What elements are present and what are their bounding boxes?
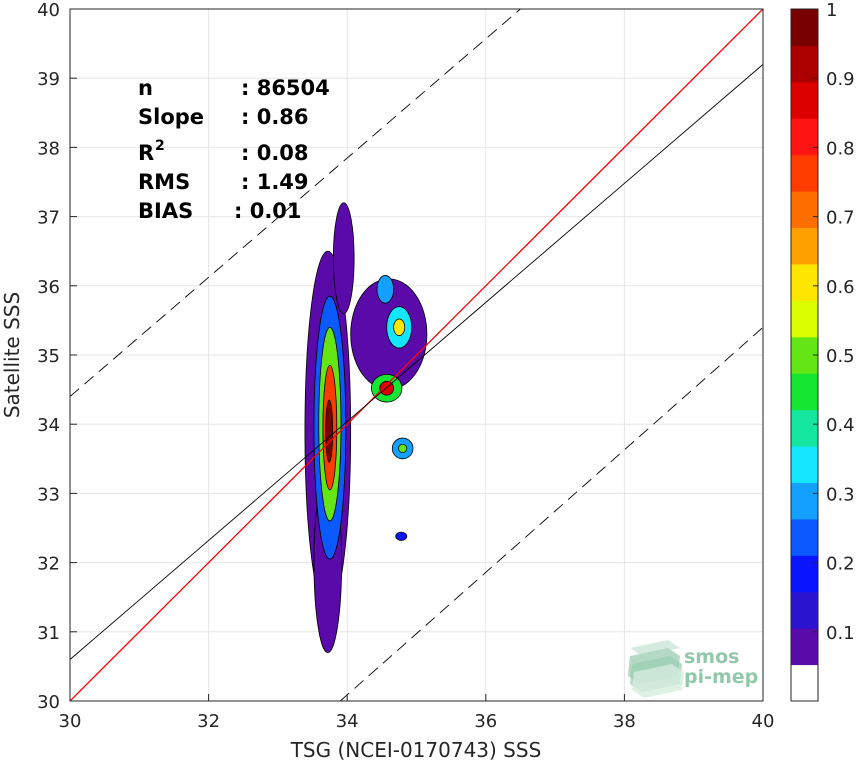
colorbar-tick-label: 0.3: [826, 484, 855, 505]
colorbar-tick-label: 0.5: [826, 346, 855, 367]
y-tick-label: 33: [37, 484, 60, 505]
colorbar-tick-label: 0.8: [826, 138, 855, 159]
y-tick-label: 40: [37, 0, 60, 21]
colorbar-tick-label: 1: [826, 0, 837, 21]
colorbar-segment: [791, 628, 818, 666]
stats-box: n : 86504 Slope : 0.86 R 2 : 0.08 RMS : 1.49 BIAS…: [138, 76, 330, 223]
x-axis-label: TSG (NCEI-0170743) SSS: [290, 738, 542, 762]
y-tick-label: 37: [37, 208, 60, 229]
stat-label: Slope: [138, 105, 204, 129]
colorbar-segment: [791, 45, 818, 83]
colorbar-tick-label: 0.1: [826, 623, 855, 644]
x-tick-label: 34: [336, 711, 359, 732]
density-contour: [393, 318, 406, 337]
colorbar-segment: [791, 81, 818, 119]
logo-line2: pi-mep: [684, 666, 758, 688]
colorbar-segment: [791, 409, 818, 447]
smos-pi-mep-logo: smos pi-mep: [628, 640, 758, 698]
x-tick-label: 40: [752, 711, 775, 732]
reference-lines: [70, 9, 763, 701]
density-contour: [398, 443, 408, 453]
colorbar-segment: [791, 591, 818, 629]
colorbar-segment: [791, 555, 818, 593]
stat-value: : 0.01: [234, 199, 302, 223]
density-contour: [332, 202, 355, 314]
colorbar-segment: [791, 664, 818, 702]
colorbar-segment: [791, 154, 818, 192]
upper-bound-line: [70, 9, 521, 397]
y-tick-label: 35: [37, 346, 60, 367]
stat-label: n: [138, 76, 153, 100]
y-axis-label: Satellite SSS: [0, 292, 24, 418]
colorbar-segment: [791, 191, 818, 229]
x-tick-label: 38: [613, 711, 636, 732]
colorbar-segment: [791, 9, 818, 46]
y-tick-label: 39: [37, 69, 60, 90]
density-contour: [325, 399, 334, 463]
stat-label: RMS: [138, 170, 190, 194]
colorbar-segment: [791, 227, 818, 265]
colorbar-segment: [791, 373, 818, 411]
colorbar: 0.1 0.2 0.3 0.4 0.5 0.6 0.7 0.8 0.9 1: [790, 0, 855, 702]
stat-value: : 0.08: [241, 141, 309, 165]
colorbar-tick-label: 0.9: [826, 69, 855, 90]
colorbar-segment: [791, 118, 818, 156]
grid: [69, 8, 764, 702]
colorbar-tick-label: 0.4: [826, 415, 855, 436]
density-contour: [395, 531, 408, 541]
colorbar-segment: [791, 518, 818, 556]
y-tick-label: 38: [37, 138, 60, 159]
density-contour: [376, 275, 395, 304]
stat-label: R: [138, 141, 154, 165]
stat-label-superscript: 2: [155, 138, 165, 154]
x-axis: 30 32 34 36 38 40: [59, 694, 775, 732]
colorbar-tick-label: 0.6: [826, 277, 855, 298]
y-tick-label: 31: [37, 623, 60, 644]
stat-value: : 86504: [241, 76, 330, 100]
identity-line: [70, 9, 763, 701]
stat-label: BIAS: [138, 199, 193, 223]
colorbar-segment: [791, 263, 818, 301]
x-tick-label: 36: [474, 711, 497, 732]
colorbar-segment: [791, 482, 818, 520]
y-tick-label: 34: [37, 415, 60, 436]
y-tick-label: 30: [37, 692, 60, 713]
regression-line: [70, 64, 763, 660]
y-tick-label: 32: [37, 554, 60, 575]
colorbar-tick-label: 0.2: [826, 554, 855, 575]
x-tick-label: 30: [59, 711, 82, 732]
colorbar-segment: [791, 446, 818, 483]
y-axis: 30 31 32 33 34 35 36 37 38 39 40: [37, 0, 77, 713]
stat-value: : 0.86: [241, 105, 309, 129]
colorbar-segment: [791, 300, 818, 338]
x-tick-label: 32: [197, 711, 220, 732]
density-contours: [304, 202, 428, 653]
y-tick-label: 36: [37, 277, 60, 298]
stat-value: : 1.49: [241, 170, 309, 194]
logo-line1: smos: [684, 646, 739, 668]
colorbar-tick-label: 0.7: [826, 208, 855, 229]
